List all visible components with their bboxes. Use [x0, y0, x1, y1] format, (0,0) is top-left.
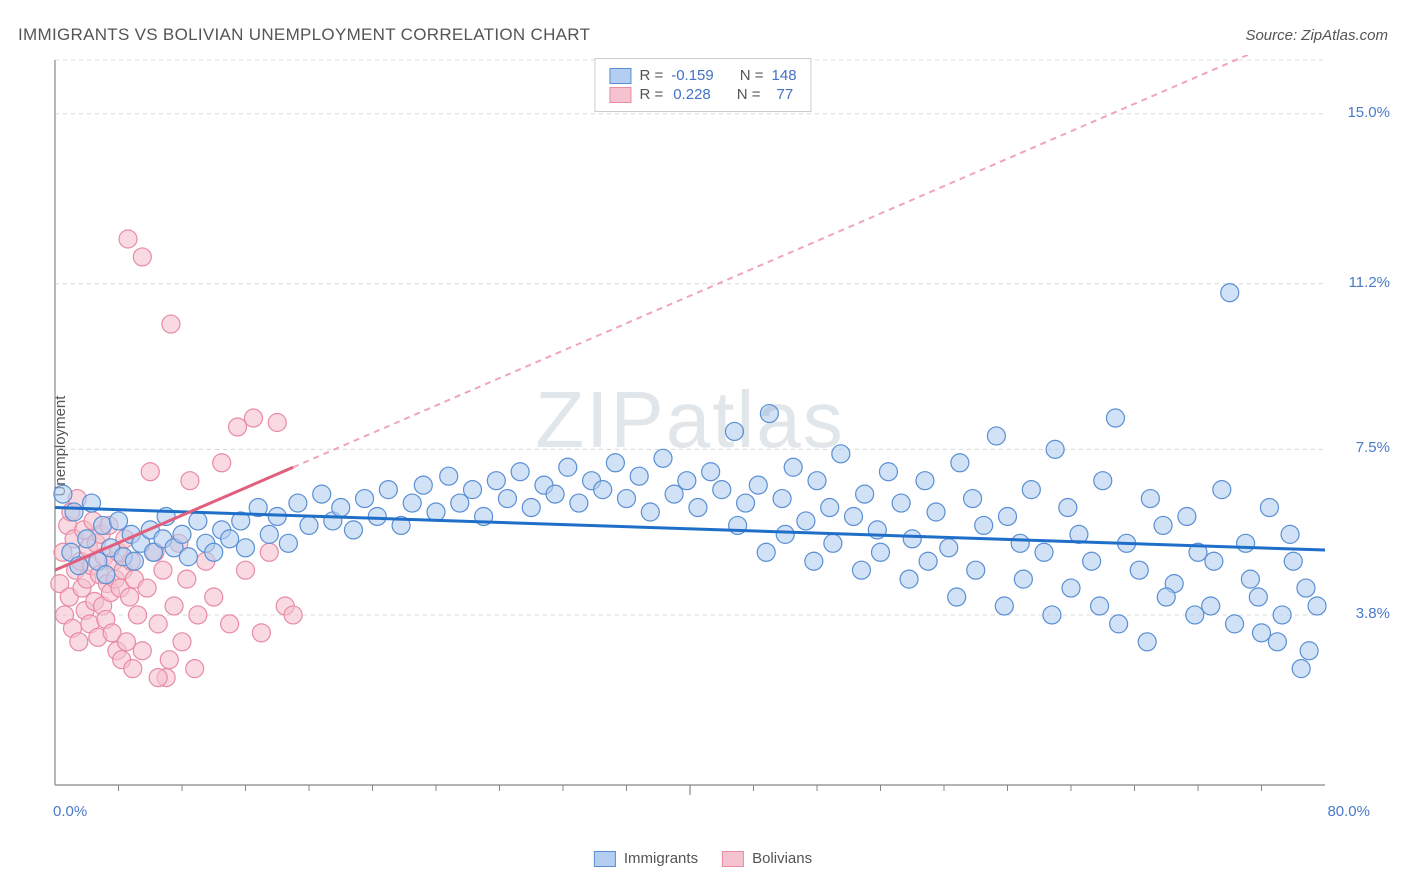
n-label-2: N = — [737, 86, 761, 103]
n-value-bolivians: 77 — [777, 86, 794, 103]
swatch-bolivians-bottom-icon — [722, 851, 744, 867]
x-max-label: 80.0% — [1327, 803, 1370, 820]
legend-item-immigrants: Immigrants — [594, 850, 698, 867]
y-tick-label: 11.2% — [1349, 274, 1390, 291]
r-value-bolivians: 0.228 — [673, 86, 711, 103]
swatch-bolivians-icon — [609, 87, 631, 103]
r-label-2: R = — [639, 86, 663, 103]
n-label: N = — [740, 67, 764, 84]
y-tick-label: 15.0% — [1347, 104, 1390, 121]
x-min-label: 0.0% — [53, 803, 87, 820]
swatch-immigrants-icon — [609, 68, 631, 84]
legend-label-immigrants: Immigrants — [624, 850, 698, 867]
chart-title: IMMIGRANTS VS BOLIVIAN UNEMPLOYMENT CORR… — [18, 25, 590, 45]
legend-label-bolivians: Bolivians — [752, 850, 812, 867]
correlation-legend: R = -0.159 N = 148 R = 0.228 N = 77 — [594, 58, 811, 112]
legend-item-bolivians: Bolivians — [722, 850, 812, 867]
chart-header: IMMIGRANTS VS BOLIVIAN UNEMPLOYMENT CORR… — [18, 20, 1388, 50]
y-tick-label: 7.5% — [1356, 439, 1390, 456]
y-tick-label: 3.8% — [1356, 605, 1390, 622]
legend-row-immigrants: R = -0.159 N = 148 — [609, 67, 796, 84]
series-legend: Immigrants Bolivians — [594, 850, 812, 867]
swatch-immigrants-bottom-icon — [594, 851, 616, 867]
chart-source: Source: ZipAtlas.com — [1245, 27, 1388, 44]
r-label: R = — [639, 67, 663, 84]
chart-plot-area: ZIPatlas 15.0%11.2%7.5%3.8%0.0%80.0% — [50, 55, 1330, 815]
r-value-immigrants: -0.159 — [671, 67, 714, 84]
n-value-immigrants: 148 — [772, 67, 797, 84]
legend-row-bolivians: R = 0.228 N = 77 — [609, 86, 796, 103]
scatter-plot-svg — [50, 55, 1330, 815]
